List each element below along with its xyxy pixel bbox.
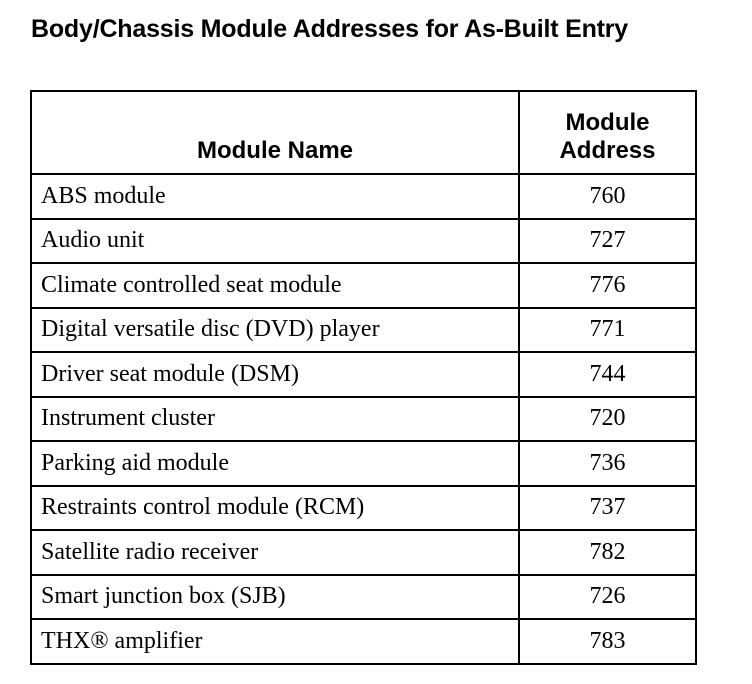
table-row: Smart junction box (SJB) 726: [30, 573, 697, 620]
module-address-cell: 760: [518, 173, 697, 220]
module-name-cell: Restraints control module (RCM): [30, 484, 520, 531]
module-name-cell: Audio unit: [30, 217, 520, 264]
module-name-cell: Digital versatile disc (DVD) player: [30, 306, 520, 353]
module-name-cell: Climate controlled seat module: [30, 262, 520, 309]
page-title: Body/Chassis Module Addresses for As-Bui…: [31, 15, 628, 43]
module-name-cell: THX® amplifier: [30, 618, 520, 665]
table-row: Digital versatile disc (DVD) player 771: [30, 306, 697, 353]
module-address-table: Module Name Module Address ABS module 760…: [30, 90, 697, 665]
table-row: ABS module 760: [30, 173, 697, 220]
module-name-cell: Smart junction box (SJB): [30, 573, 520, 620]
module-address-cell: 783: [518, 618, 697, 665]
module-name-cell: Satellite radio receiver: [30, 529, 520, 576]
module-name-cell: ABS module: [30, 173, 520, 220]
module-address-cell: 737: [518, 484, 697, 531]
module-address-cell: 727: [518, 217, 697, 264]
module-name-cell: Driver seat module (DSM): [30, 351, 520, 398]
table-row: Driver seat module (DSM) 744: [30, 351, 697, 398]
table-row: Satellite radio receiver 782: [30, 529, 697, 576]
table-row: Parking aid module 736: [30, 440, 697, 487]
table-row: Instrument cluster 720: [30, 395, 697, 442]
module-address-cell: 776: [518, 262, 697, 309]
table-row: Audio unit 727: [30, 217, 697, 264]
module-address-cell: 771: [518, 306, 697, 353]
table-header-row: Module Name Module Address: [30, 90, 697, 175]
module-address-cell: 782: [518, 529, 697, 576]
table-row: Climate controlled seat module 776: [30, 262, 697, 309]
module-address-cell: 736: [518, 440, 697, 487]
module-address-cell: 726: [518, 573, 697, 620]
table-row: Restraints control module (RCM) 737: [30, 484, 697, 531]
header-module-address: Module Address: [518, 90, 697, 175]
module-address-cell: 744: [518, 351, 697, 398]
header-module-name: Module Name: [30, 90, 520, 175]
module-address-cell: 720: [518, 395, 697, 442]
table-row: THX® amplifier 783: [30, 618, 697, 665]
module-name-cell: Parking aid module: [30, 440, 520, 487]
module-name-cell: Instrument cluster: [30, 395, 520, 442]
